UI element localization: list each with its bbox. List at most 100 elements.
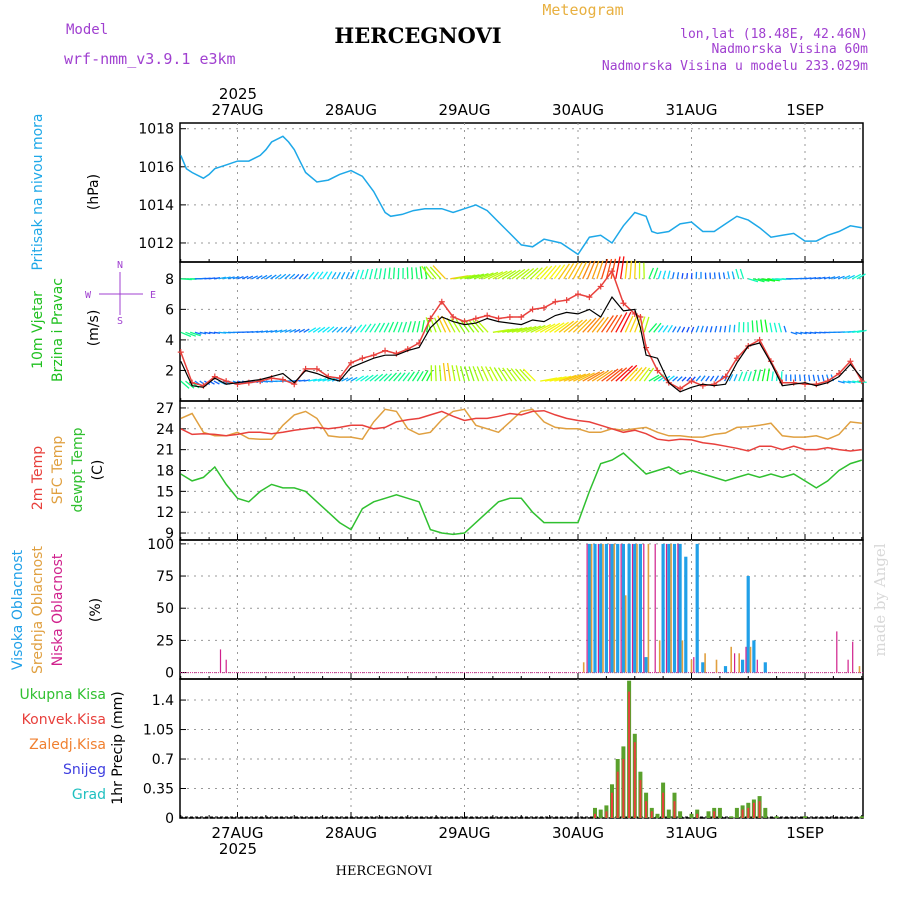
wind-model-marker <box>348 359 354 366</box>
wind-arrow <box>842 275 851 280</box>
wind-arrow <box>189 331 201 337</box>
wind-arrow <box>468 366 475 382</box>
wind-arrow <box>773 322 778 333</box>
wind-arrow <box>407 321 412 333</box>
bottom-day-labels: 27AUG 28AUG 29AUG 30AUG 31AUG 1SEP <box>212 824 824 842</box>
wind-arrow <box>615 312 628 333</box>
precip-ylabel: 1hr Precip (mm) <box>110 691 126 804</box>
wind-model-marker <box>552 298 559 305</box>
wind-arrow <box>497 270 513 280</box>
cloud-bar <box>602 543 604 673</box>
wind-arrow <box>279 329 288 333</box>
cloud-bar <box>225 659 227 673</box>
precip-bar <box>706 811 711 818</box>
wind-arrow <box>260 274 268 280</box>
wind-arrow <box>312 326 321 333</box>
wind-arrow <box>747 371 752 382</box>
wind-arrow <box>279 273 287 280</box>
wind-arrow <box>419 266 423 279</box>
wind-arrow <box>563 263 575 280</box>
cloud-bar <box>677 543 679 673</box>
wind-arrow <box>274 273 282 280</box>
temperature-panel: 9 12 15 18 21 24 27 <box>156 400 864 542</box>
wind-arrow <box>450 318 461 333</box>
legend-total-rain: Ukupna Kisa <box>19 687 106 703</box>
cloud-bar <box>597 543 599 673</box>
precip-bar <box>747 807 750 818</box>
wind-arrow <box>326 326 335 333</box>
wind-arrow <box>388 372 397 382</box>
watermark: made by Angel <box>871 543 889 656</box>
wind-arrow <box>629 260 633 279</box>
wind-arrow <box>260 330 269 333</box>
wind-arrow <box>739 268 745 279</box>
wind-arrow <box>676 272 680 279</box>
wind-model-marker <box>654 367 661 374</box>
wind-arrow <box>714 375 720 382</box>
meteogram-label: Meteogram <box>542 1 623 19</box>
cloud-bar <box>667 543 671 673</box>
wind-arrow <box>748 278 759 283</box>
lonlat-text: lon,lat (18.48E, 42.46N) <box>680 27 868 42</box>
wind-arrow <box>535 323 552 333</box>
cloud-bar <box>749 646 752 673</box>
wind-arrow <box>672 326 677 333</box>
precip-bar <box>713 811 716 818</box>
wind-arrow <box>246 275 254 280</box>
cloud-bar <box>613 543 616 673</box>
wind-arrow <box>256 275 263 280</box>
wind-arrow <box>760 319 764 333</box>
precip-bar <box>741 809 744 818</box>
wind-arrow <box>799 374 801 382</box>
wind-arrow <box>672 376 679 382</box>
wind-arrow <box>497 367 508 382</box>
precip-bar <box>734 807 739 818</box>
wind-arrow <box>232 276 240 280</box>
precip-bar <box>717 807 722 818</box>
y-tick-label: 12 <box>156 505 174 521</box>
wind-arrow <box>441 315 451 333</box>
wind-arrow <box>610 367 628 382</box>
wind-arrow <box>251 275 258 280</box>
wind-arrow <box>577 318 592 333</box>
wind-arrow <box>383 268 387 279</box>
wind-arrow <box>620 311 632 333</box>
top-year-label: 2025 <box>219 85 257 103</box>
wind-arrow <box>303 273 309 280</box>
wind-arrow <box>511 326 528 333</box>
compass-north-label: N <box>117 260 123 271</box>
wind-arrow <box>596 316 609 333</box>
cloud-bar <box>658 640 661 673</box>
wind-arrow <box>558 263 570 280</box>
wind-arrow <box>686 326 690 333</box>
wind-arrow <box>856 273 866 280</box>
wind-arrow <box>180 331 192 338</box>
wind-arrow <box>442 362 447 382</box>
wind-arrow <box>553 264 566 280</box>
cloud-bar <box>723 666 728 673</box>
wind-model-marker <box>359 355 366 362</box>
wind-arrow <box>643 316 650 333</box>
wind-arrow <box>648 267 655 280</box>
wind-arrow <box>378 373 388 382</box>
cloud-bar <box>627 543 631 673</box>
wind-arrow <box>298 328 306 333</box>
wind-arrow <box>350 376 358 382</box>
top-day-label: 27AUG <box>212 101 264 119</box>
wind-arrow <box>709 375 715 382</box>
wind-arrow <box>364 374 374 382</box>
wind-arrow <box>480 366 489 382</box>
wind-arrow <box>690 326 695 333</box>
wind-arrow <box>769 322 773 333</box>
cloud-bar <box>590 543 593 673</box>
wind-arrow <box>648 322 658 333</box>
precip-bar <box>752 802 755 818</box>
wind-arrow <box>819 276 826 280</box>
wind-arrow <box>303 328 310 333</box>
wind-arrow <box>519 368 532 382</box>
wind-arrow <box>423 266 428 279</box>
wind-arrow <box>718 272 721 279</box>
wind-arrow <box>762 278 776 282</box>
wind-arrow <box>705 326 709 333</box>
wind-model-marker <box>575 291 581 298</box>
